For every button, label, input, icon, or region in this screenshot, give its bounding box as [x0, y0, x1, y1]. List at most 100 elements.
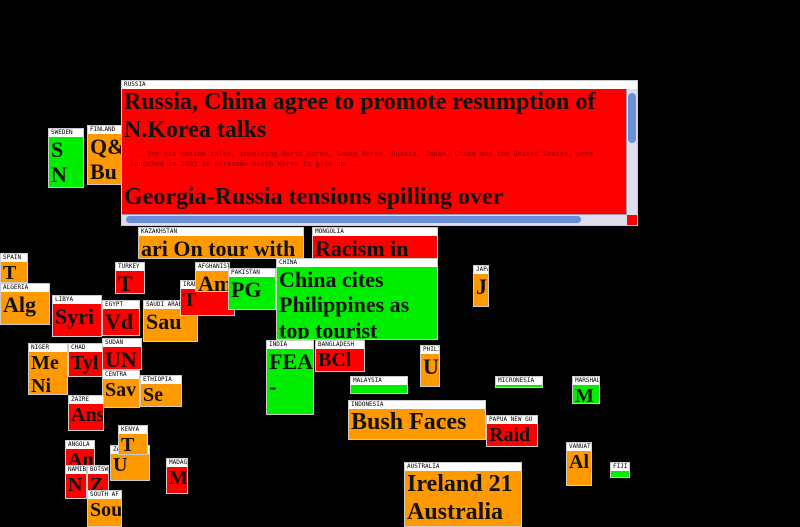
tile-body: T Envi — [181, 289, 234, 315]
country-label: NIGER — [29, 344, 67, 352]
country-label: MONGOLIA — [313, 228, 437, 236]
headline[interactable]: China cites Philippines as top tourist — [279, 267, 410, 339]
headline[interactable]: Ireland 21 Australia — [407, 471, 513, 525]
headline[interactable]: Sav — [105, 379, 137, 401]
headline[interactable]: M — [575, 385, 594, 403]
headline[interactable]: Georgia-Russia tensions spilling over — [124, 183, 504, 210]
tile-body: Russia, China agree to promote resumptio… — [122, 89, 637, 225]
country-label: ZAIRE — [69, 396, 103, 404]
country-tile: PAKISTAN PG — [228, 268, 276, 310]
country-tile: CENTRA Sav — [102, 370, 140, 408]
headline[interactable]: Sau — [146, 309, 182, 334]
tile-body: Syri — [53, 304, 101, 336]
headline[interactable]: PG — [231, 277, 262, 302]
headline[interactable]: U — [423, 354, 439, 379]
headline[interactable]: BCl — [318, 349, 352, 371]
tile-body: Vd — [103, 309, 139, 335]
country-label: JAPAN — [474, 266, 488, 274]
country-label: TURKEY — [116, 263, 144, 271]
country-label: AFGHANISTAN — [196, 263, 229, 271]
headline[interactable]: Al — [569, 451, 589, 473]
country-tile: INDONESIA Bush Faces — [348, 400, 486, 440]
tile-body: Al — [567, 451, 591, 485]
headline[interactable]: M — [169, 467, 187, 489]
tile-body — [496, 385, 542, 387]
scroll-thumb[interactable] — [628, 93, 636, 143]
tile-body: M — [167, 467, 187, 493]
headline[interactable]: Alg — [3, 292, 36, 317]
headline[interactable]: UN — [105, 347, 137, 369]
tile-body — [611, 471, 629, 477]
tile-body: S N — [49, 137, 83, 187]
headline[interactable]: FEA - — [269, 349, 312, 400]
country-label: CENTRA — [103, 371, 139, 379]
headline[interactable]: Tyl — [71, 352, 99, 374]
country-label: NAMIBIA — [66, 466, 86, 474]
tile-body: UN — [103, 347, 141, 369]
headline[interactable]: Q& Bu — [90, 134, 121, 184]
headline[interactable]: U — [113, 454, 128, 476]
headline[interactable]: Raid — [489, 424, 531, 446]
headline[interactable]: S N — [51, 137, 67, 187]
headline[interactable]: T — [118, 271, 133, 293]
country-tile: ZAIRE Ans — [68, 395, 104, 431]
headline[interactable]: Me Ni — [31, 352, 59, 394]
headline[interactable]: T — [3, 262, 17, 282]
country-label: SWEDEN — [49, 129, 83, 137]
tile-body: Sav — [103, 379, 139, 407]
headline[interactable]: Se — [143, 384, 163, 406]
headline[interactable]: Sou — [90, 499, 121, 521]
headline[interactable]: Racism in — [315, 236, 409, 261]
headline[interactable]: Am — [198, 271, 229, 291]
country-label: PHILIPPINES — [421, 346, 439, 354]
country-label: SAUDI ARABIA — [144, 301, 197, 309]
scrollbar[interactable] — [626, 89, 637, 215]
country-label: MARSHALL — [573, 377, 599, 385]
headline[interactable]: T — [121, 434, 135, 454]
country-tile: TURKEY T — [115, 262, 145, 294]
country-label: CHAD — [69, 344, 102, 352]
tile-body: N — [66, 474, 86, 498]
country-tile: KENYA T — [118, 425, 148, 455]
headline[interactable]: Syri — [55, 304, 95, 329]
scroll-thumb[interactable] — [126, 216, 581, 223]
country-tile: MADAGAM — [166, 458, 188, 494]
country-label: EGYPT — [103, 301, 139, 309]
country-tile: NIGER Me Ni — [28, 343, 68, 395]
country-tile: AUSTRALIA Ireland 21 Australia — [404, 462, 522, 527]
country-label: BANGLADESH — [316, 341, 364, 349]
scrollbar[interactable] — [122, 214, 627, 225]
country-label: KAZAKHSTAN — [139, 228, 303, 236]
country-tile: ALGERIA Alg — [0, 283, 50, 325]
country-label: ALGERIA — [1, 284, 49, 292]
tile-body: PG — [229, 277, 275, 309]
country-label: FINLAND — [88, 126, 121, 134]
headline[interactable]: ari On tour with — [141, 236, 296, 258]
country-label: SUDAN — [103, 339, 141, 347]
tile-body: U — [421, 354, 439, 386]
tile-body: Me Ni — [29, 352, 67, 394]
country-tile: LIBYA Syri — [52, 295, 102, 337]
country-label: INDONESIA — [349, 401, 485, 409]
country-tile: PAPUA NEW GU Raid — [486, 415, 538, 447]
country-tile: INDIA FEA - — [266, 340, 314, 415]
country-label: LIBYA — [53, 296, 101, 304]
headline[interactable]: J — [476, 274, 487, 299]
headline[interactable]: T Envi — [183, 289, 223, 315]
headline[interactable]: Bush Faces — [351, 409, 467, 435]
country-label: CHINA — [277, 259, 437, 267]
tile-body: J — [474, 274, 488, 306]
headline[interactable]: N — [68, 474, 83, 496]
tile-body: Alg — [1, 292, 49, 324]
country-tile: MALAYSIA — [350, 376, 408, 394]
tile-body: T — [116, 271, 144, 293]
country-label: BOTSWANA — [88, 466, 108, 474]
country-tile: NAMIBIAN — [65, 465, 87, 499]
headline[interactable]: Russia, China agree to promote resumptio… — [124, 89, 596, 143]
country-tile: PHILIPPINESU — [420, 345, 440, 387]
tile-body: China cites Philippines as top tourist — [277, 267, 437, 339]
headline[interactable]: Ans — [71, 404, 103, 426]
tile-body: Q& Bu — [88, 134, 121, 184]
headline[interactable]: Vd — [105, 309, 134, 334]
